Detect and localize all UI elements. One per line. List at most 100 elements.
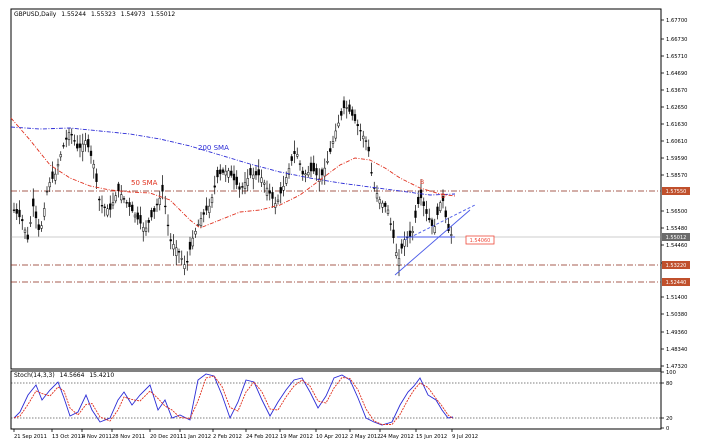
candle-body	[210, 197, 214, 204]
candle-body	[202, 212, 205, 215]
high-value: 1.55323	[90, 11, 116, 18]
trend-channel	[394, 204, 476, 276]
candle-body	[334, 130, 337, 139]
candle-body	[375, 193, 379, 199]
candle-body	[109, 203, 112, 210]
stoch-signal-line	[13, 375, 454, 425]
candle-body	[114, 195, 117, 202]
target-label: 1.54060	[470, 238, 491, 244]
candle-body	[301, 170, 304, 175]
candle-body	[345, 107, 348, 109]
candle-body	[340, 111, 343, 116]
channel-upper-line	[404, 204, 476, 241]
candle-body	[186, 261, 189, 263]
candle-body	[150, 210, 153, 218]
price-tick-label: 1.58570	[666, 173, 687, 179]
candle-body	[384, 202, 387, 207]
candle-body	[367, 146, 370, 152]
price-tick-label: 1.64690	[666, 71, 687, 77]
stoch-header: Stoch(14,3,3) 14.5664 15.4210	[14, 372, 117, 379]
date-tick-label: 10 Apr 2012	[316, 434, 348, 440]
candle-body	[67, 132, 71, 141]
candle-body	[89, 150, 93, 156]
candle-body	[279, 187, 282, 194]
date-tick-label: 20 Dec 2011	[150, 434, 183, 440]
candle-body	[430, 219, 434, 226]
candle-body	[205, 205, 208, 211]
candle-body	[153, 208, 156, 212]
candle-body	[337, 122, 340, 127]
candle-body	[254, 171, 258, 176]
symbol-label: GBPUSD,Daily	[14, 11, 57, 18]
candle-body	[139, 215, 142, 224]
candle-body	[76, 143, 79, 149]
candle-body	[282, 186, 285, 191]
candle-body	[175, 247, 178, 256]
candle-body	[216, 169, 219, 178]
candle-body	[232, 173, 236, 181]
date-tick-label: 15 Jun 2012	[416, 434, 447, 440]
candle-body	[169, 239, 172, 242]
candle-body	[364, 140, 368, 142]
candle-body	[208, 205, 211, 213]
candle-body	[103, 206, 106, 208]
open-value: 1.55244	[61, 11, 87, 18]
current-price-label: 1.55012	[666, 235, 687, 241]
candle-body	[260, 177, 263, 183]
target-box	[465, 235, 495, 245]
candle-body	[392, 229, 395, 238]
price-tick-label: 1.55480	[666, 226, 687, 232]
candle-body	[307, 172, 310, 176]
candle-body	[323, 167, 326, 177]
candle-body	[224, 170, 227, 176]
candle-body	[389, 223, 392, 225]
candle-body	[87, 139, 90, 148]
candle-body	[183, 264, 186, 269]
candle-body	[414, 210, 417, 218]
stoch-tick-label: 80	[666, 381, 673, 387]
candle-body	[95, 173, 98, 182]
candle-body	[249, 168, 252, 176]
candle-body	[408, 230, 412, 237]
candle-body	[329, 148, 332, 152]
date-tick-label: 13 Oct 2011	[52, 434, 84, 440]
candle-body	[257, 169, 260, 176]
date-tick-label: 9 Jul 2012	[452, 434, 478, 440]
candle-body	[304, 173, 307, 176]
candle-body	[78, 143, 82, 148]
date-tick-label: 24 May 2012	[380, 434, 414, 440]
candle-body	[73, 140, 76, 142]
resistance-price-box	[662, 187, 690, 195]
candle-body	[296, 154, 299, 157]
current-price-box	[662, 233, 690, 241]
candle-body	[125, 202, 128, 204]
candle-body	[213, 185, 216, 188]
candle-body	[131, 204, 134, 212]
candle-body	[433, 226, 436, 233]
candle-body	[15, 209, 18, 214]
candle-body	[144, 227, 148, 232]
price-tick-label: 1.54460	[666, 243, 687, 249]
support-1-price-label: 1.53220	[666, 263, 687, 269]
candle-body	[381, 202, 384, 208]
candle-body	[106, 208, 109, 216]
candle-body	[356, 124, 359, 127]
candle-body	[164, 205, 167, 208]
price-tick-label: 1.56500	[666, 209, 687, 215]
candle-body	[320, 169, 324, 176]
candle-body	[252, 174, 255, 179]
candle-body	[51, 171, 54, 179]
stoch-tick-label: 20	[666, 416, 673, 422]
date-tick-label: 4 Nov 2011	[82, 434, 112, 440]
candle-body	[111, 202, 115, 206]
candle-body	[158, 197, 161, 205]
candle-body	[194, 231, 197, 235]
candle-body	[230, 170, 233, 176]
close-value: 1.55012	[150, 11, 176, 18]
date-tick-label: 11 Jan 2012	[180, 434, 211, 440]
price-tick-label: 1.47320	[666, 364, 687, 370]
candle-body	[274, 203, 277, 208]
candle-body	[117, 183, 120, 191]
chart-annotations: 200 SMA 50 SMA B D 1.54060	[131, 144, 495, 245]
